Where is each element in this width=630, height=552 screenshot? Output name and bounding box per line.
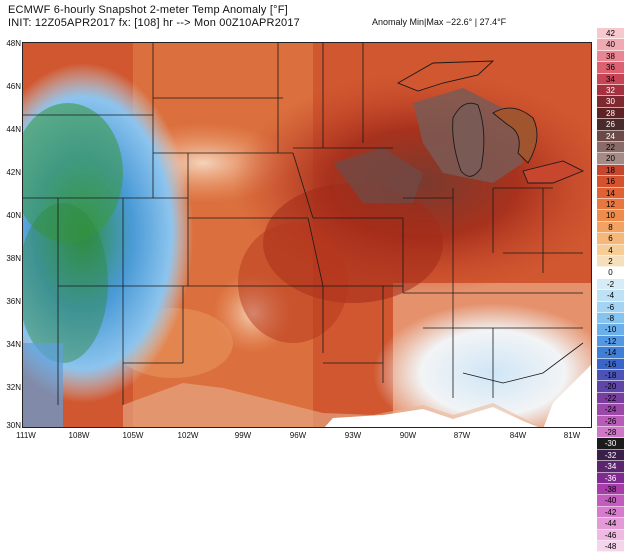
lat-label-42n: 42N bbox=[6, 168, 21, 177]
colorbar-cell: 24 bbox=[597, 130, 624, 142]
colorbar-cell: 42 bbox=[597, 28, 624, 40]
colorbar-cell: -18 bbox=[597, 370, 624, 382]
colorbar-cell: 36 bbox=[597, 62, 624, 74]
colorbar-cell: -2 bbox=[597, 278, 624, 291]
lon-label-99w: 99W bbox=[234, 431, 252, 440]
lon-label-96w: 96W bbox=[289, 431, 307, 440]
lat-label-46n: 46N bbox=[6, 82, 21, 91]
colorbar-cell: 8 bbox=[597, 221, 624, 234]
colorbar-cell: -12 bbox=[597, 335, 624, 348]
colorbar-cell: 6 bbox=[597, 233, 624, 245]
colorbar-cell: -10 bbox=[597, 324, 624, 336]
anomaly-min-max: Anomaly Min|Max −22.6° | 27.4°F bbox=[372, 17, 507, 27]
lon-label-87w: 87W bbox=[453, 431, 471, 440]
lon-label-84w: 84W bbox=[509, 431, 527, 440]
colorbar-cell: 12 bbox=[597, 199, 624, 211]
colorbar-cell: -4 bbox=[597, 290, 624, 302]
colorbar-cell: 38 bbox=[597, 50, 624, 63]
colorbar-cell: -20 bbox=[597, 381, 624, 393]
colorbar-cell: 34 bbox=[597, 73, 624, 85]
lat-label-40n: 40N bbox=[6, 211, 21, 220]
colorbar-cell: -8 bbox=[597, 313, 624, 325]
colorbar-cell: 10 bbox=[597, 210, 624, 222]
colorbar-cell: 18 bbox=[597, 164, 624, 177]
lon-label-102w: 102W bbox=[177, 431, 199, 440]
title-line-2: INIT: 12Z05APR2017 fx: [108] hr --> Mon … bbox=[8, 17, 300, 29]
colorbar-cell: -40 bbox=[597, 495, 624, 507]
colorbar-cell: 40 bbox=[597, 39, 624, 51]
colorbar-cell: -16 bbox=[597, 358, 624, 370]
lat-label-32n: 32N bbox=[6, 383, 21, 392]
lon-label-81w: 81W bbox=[563, 431, 581, 440]
lat-label-34n: 34N bbox=[6, 340, 21, 349]
colorbar-cell: -28 bbox=[597, 427, 624, 439]
lat-label-44n: 44N bbox=[6, 125, 21, 134]
colorbar-cell: 20 bbox=[597, 153, 624, 165]
lat-label-48n: 48N bbox=[6, 39, 21, 48]
temperature-anomaly-map bbox=[22, 42, 592, 428]
colorbar-cell: -44 bbox=[597, 518, 624, 530]
colorbar-cell: -26 bbox=[597, 415, 624, 427]
colorbar-cell: 16 bbox=[597, 176, 624, 188]
colorbar-cell: -34 bbox=[597, 461, 624, 473]
colorbar-cell: -42 bbox=[597, 506, 624, 519]
colorbar-cell: -46 bbox=[597, 529, 624, 541]
lat-label-36n: 36N bbox=[6, 297, 21, 306]
colorbar-cell: 32 bbox=[597, 85, 624, 97]
colorbar-cell: -38 bbox=[597, 484, 624, 496]
lon-label-108w: 108W bbox=[68, 431, 90, 440]
lon-label-111w: 111W bbox=[16, 431, 36, 440]
colorbar-cell: -36 bbox=[597, 472, 624, 484]
lon-label-90w: 90W bbox=[399, 431, 417, 440]
lat-label-30n: 30N bbox=[6, 421, 21, 430]
colorbar-cell: 14 bbox=[597, 187, 624, 199]
colorbar-cell: 22 bbox=[597, 142, 624, 154]
colorbar-cell: -32 bbox=[597, 449, 624, 462]
colorbar-cell: 2 bbox=[597, 256, 624, 268]
colorbar-cell: 28 bbox=[597, 107, 624, 120]
lat-label-38n: 38N bbox=[6, 254, 21, 263]
colorbar-cell: -6 bbox=[597, 301, 624, 313]
colorbar-cell: -30 bbox=[597, 438, 624, 450]
colorbar-cell: -48 bbox=[597, 541, 624, 552]
title-line-1: ECMWF 6-hourly Snapshot 2-meter Temp Ano… bbox=[8, 4, 288, 16]
colorbar-cell: 0 bbox=[597, 267, 624, 279]
colorbar-cell: 26 bbox=[597, 119, 624, 131]
lon-label-93w: 93W bbox=[344, 431, 362, 440]
colorbar-cell: -14 bbox=[597, 347, 624, 359]
lon-label-105w: 105W bbox=[122, 431, 144, 440]
colorbar-cell: -22 bbox=[597, 392, 624, 405]
map-graphic bbox=[23, 43, 591, 427]
colorbar-cell: 4 bbox=[597, 244, 624, 256]
colorbar-cell: 30 bbox=[597, 96, 624, 108]
colorbar-cell: -24 bbox=[597, 404, 624, 416]
